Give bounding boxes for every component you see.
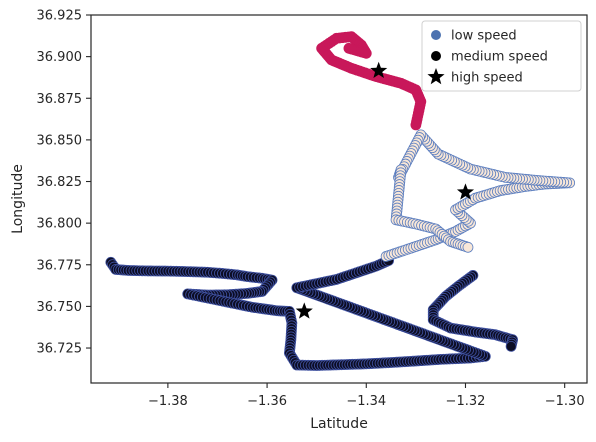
y-tick-label: 36.725 — [37, 342, 83, 357]
high-speed-star — [370, 61, 388, 79]
y-tick-label: 36.925 — [37, 9, 83, 24]
x-tick-label: −1.34 — [346, 394, 386, 409]
y-tick-label: 36.850 — [37, 133, 83, 148]
data-point — [505, 340, 517, 352]
y-tick-label: 36.875 — [37, 92, 83, 107]
y-axis-label: Longitude — [10, 164, 26, 234]
legend-label-medium-speed: medium speed — [451, 50, 548, 65]
plot-frame — [90, 14, 588, 384]
y-tick-label: 36.900 — [37, 50, 83, 65]
x-tick-label: −1.38 — [148, 394, 188, 409]
series-dark-route — [105, 255, 491, 371]
y-tick-label: 36.825 — [37, 175, 83, 190]
high-speed-star — [456, 183, 475, 200]
x-tick-label: −1.32 — [446, 394, 486, 409]
legend-marker-medium-speed — [431, 51, 441, 61]
high-speed-markers — [295, 61, 475, 319]
series-dark-branch — [427, 270, 518, 352]
x-tick-label: −1.30 — [545, 394, 585, 409]
legend-marker-low-speed — [431, 30, 441, 40]
y-tick-label: 36.775 — [37, 258, 83, 273]
series-red-route — [316, 31, 427, 131]
x-axis-label: Latitude — [310, 416, 368, 432]
x-tick-label: −1.36 — [247, 394, 287, 409]
legend-marker-high-speed — [427, 68, 445, 85]
data-points — [105, 31, 576, 371]
legend-box — [421, 20, 582, 92]
y-tick-label: 36.750 — [37, 300, 83, 315]
legend: low speed medium speed high speed — [421, 20, 582, 92]
legend-label-low-speed: low speed — [451, 29, 517, 44]
x-axis-ticks: −1.38 −1.36 −1.34 −1.32 −1.30 — [148, 383, 585, 409]
series-cream-route — [380, 129, 576, 262]
y-axis-ticks: 36.725 36.750 36.775 36.800 36.825 36.850 36.8… — [37, 9, 91, 357]
legend-label-high-speed: high speed — [451, 71, 523, 86]
high-speed-star — [295, 302, 313, 319]
y-tick-label: 36.800 — [37, 217, 83, 232]
data-point — [343, 42, 355, 54]
data-point — [462, 241, 474, 253]
